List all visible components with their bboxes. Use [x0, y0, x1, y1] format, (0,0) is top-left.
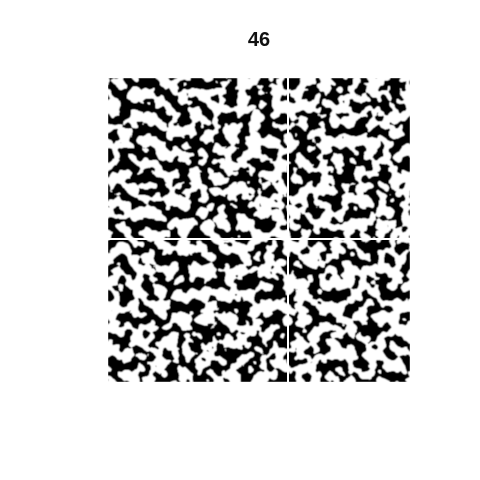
vertical-seam — [287, 78, 289, 382]
pattern-canvas — [108, 78, 410, 382]
figure-title: 46 — [247, 29, 271, 51]
binary-noise-pattern — [108, 78, 410, 382]
noise-field — [108, 78, 410, 382]
horizontal-seam — [108, 238, 410, 240]
